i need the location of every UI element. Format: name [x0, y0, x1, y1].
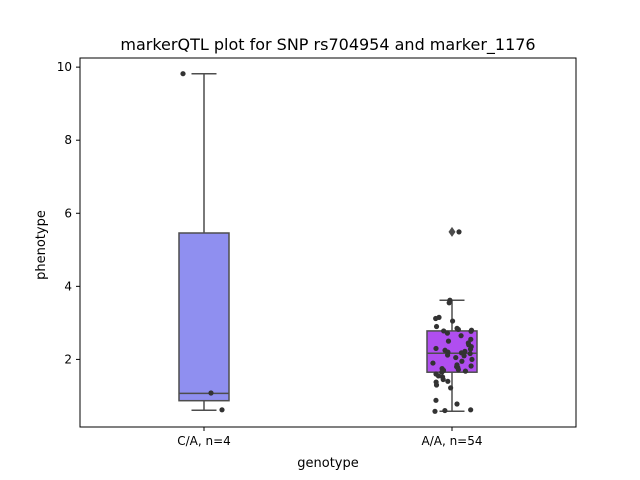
data-point	[467, 350, 473, 357]
data-point	[459, 358, 465, 364]
y-tick-label: 2	[64, 352, 72, 366]
data-point	[435, 373, 442, 379]
data-point	[444, 330, 451, 336]
data-point	[445, 338, 452, 344]
data-point	[444, 352, 451, 358]
data-point	[433, 315, 439, 322]
iqr-box	[178, 232, 230, 402]
data-point	[432, 408, 438, 414]
data-point	[440, 376, 446, 383]
data-point	[445, 378, 451, 384]
data-point	[467, 346, 474, 352]
data-point	[449, 318, 456, 324]
y-tick-label: 8	[64, 133, 72, 147]
data-point	[462, 368, 469, 374]
data-point	[433, 382, 440, 388]
data-point	[219, 407, 225, 413]
data-point	[468, 336, 474, 342]
data-point	[433, 323, 440, 330]
plot-area: 2 4 6 8 10 C/A, n=4 A/A, n=54	[57, 57, 577, 448]
y-tick-label: 10	[57, 60, 72, 74]
chart-title: markerQTL plot for SNP rs704954 and mark…	[120, 35, 535, 55]
axes-frame	[79, 57, 577, 428]
data-point	[468, 328, 474, 334]
x-axis-label: genotype	[297, 456, 358, 471]
data-point	[456, 229, 462, 235]
data-point	[469, 356, 475, 363]
data-point	[430, 360, 436, 366]
box-group-0	[178, 72, 230, 411]
y-tick-label: 6	[64, 206, 72, 220]
data-point	[468, 363, 474, 369]
data-point	[442, 407, 448, 414]
data-point	[448, 385, 454, 391]
x-tick-label: C/A, n=4	[177, 434, 231, 448]
y-axis-label: phenotype	[34, 210, 49, 280]
data-point	[454, 401, 460, 407]
data-point	[455, 326, 461, 333]
data-point	[180, 71, 186, 77]
data-point	[446, 300, 452, 306]
data-point	[439, 369, 445, 375]
outlier-marker	[448, 226, 456, 237]
data-point	[458, 333, 464, 339]
data-point	[453, 354, 459, 361]
data-point	[455, 367, 461, 373]
data-point	[208, 390, 214, 396]
data-point	[461, 353, 467, 359]
y-tick-label: 4	[64, 279, 72, 293]
data-point	[433, 397, 439, 403]
x-tick-label: A/A, n=54	[421, 434, 482, 448]
data-point	[468, 407, 474, 413]
data-point	[441, 328, 447, 334]
data-point	[433, 345, 439, 352]
